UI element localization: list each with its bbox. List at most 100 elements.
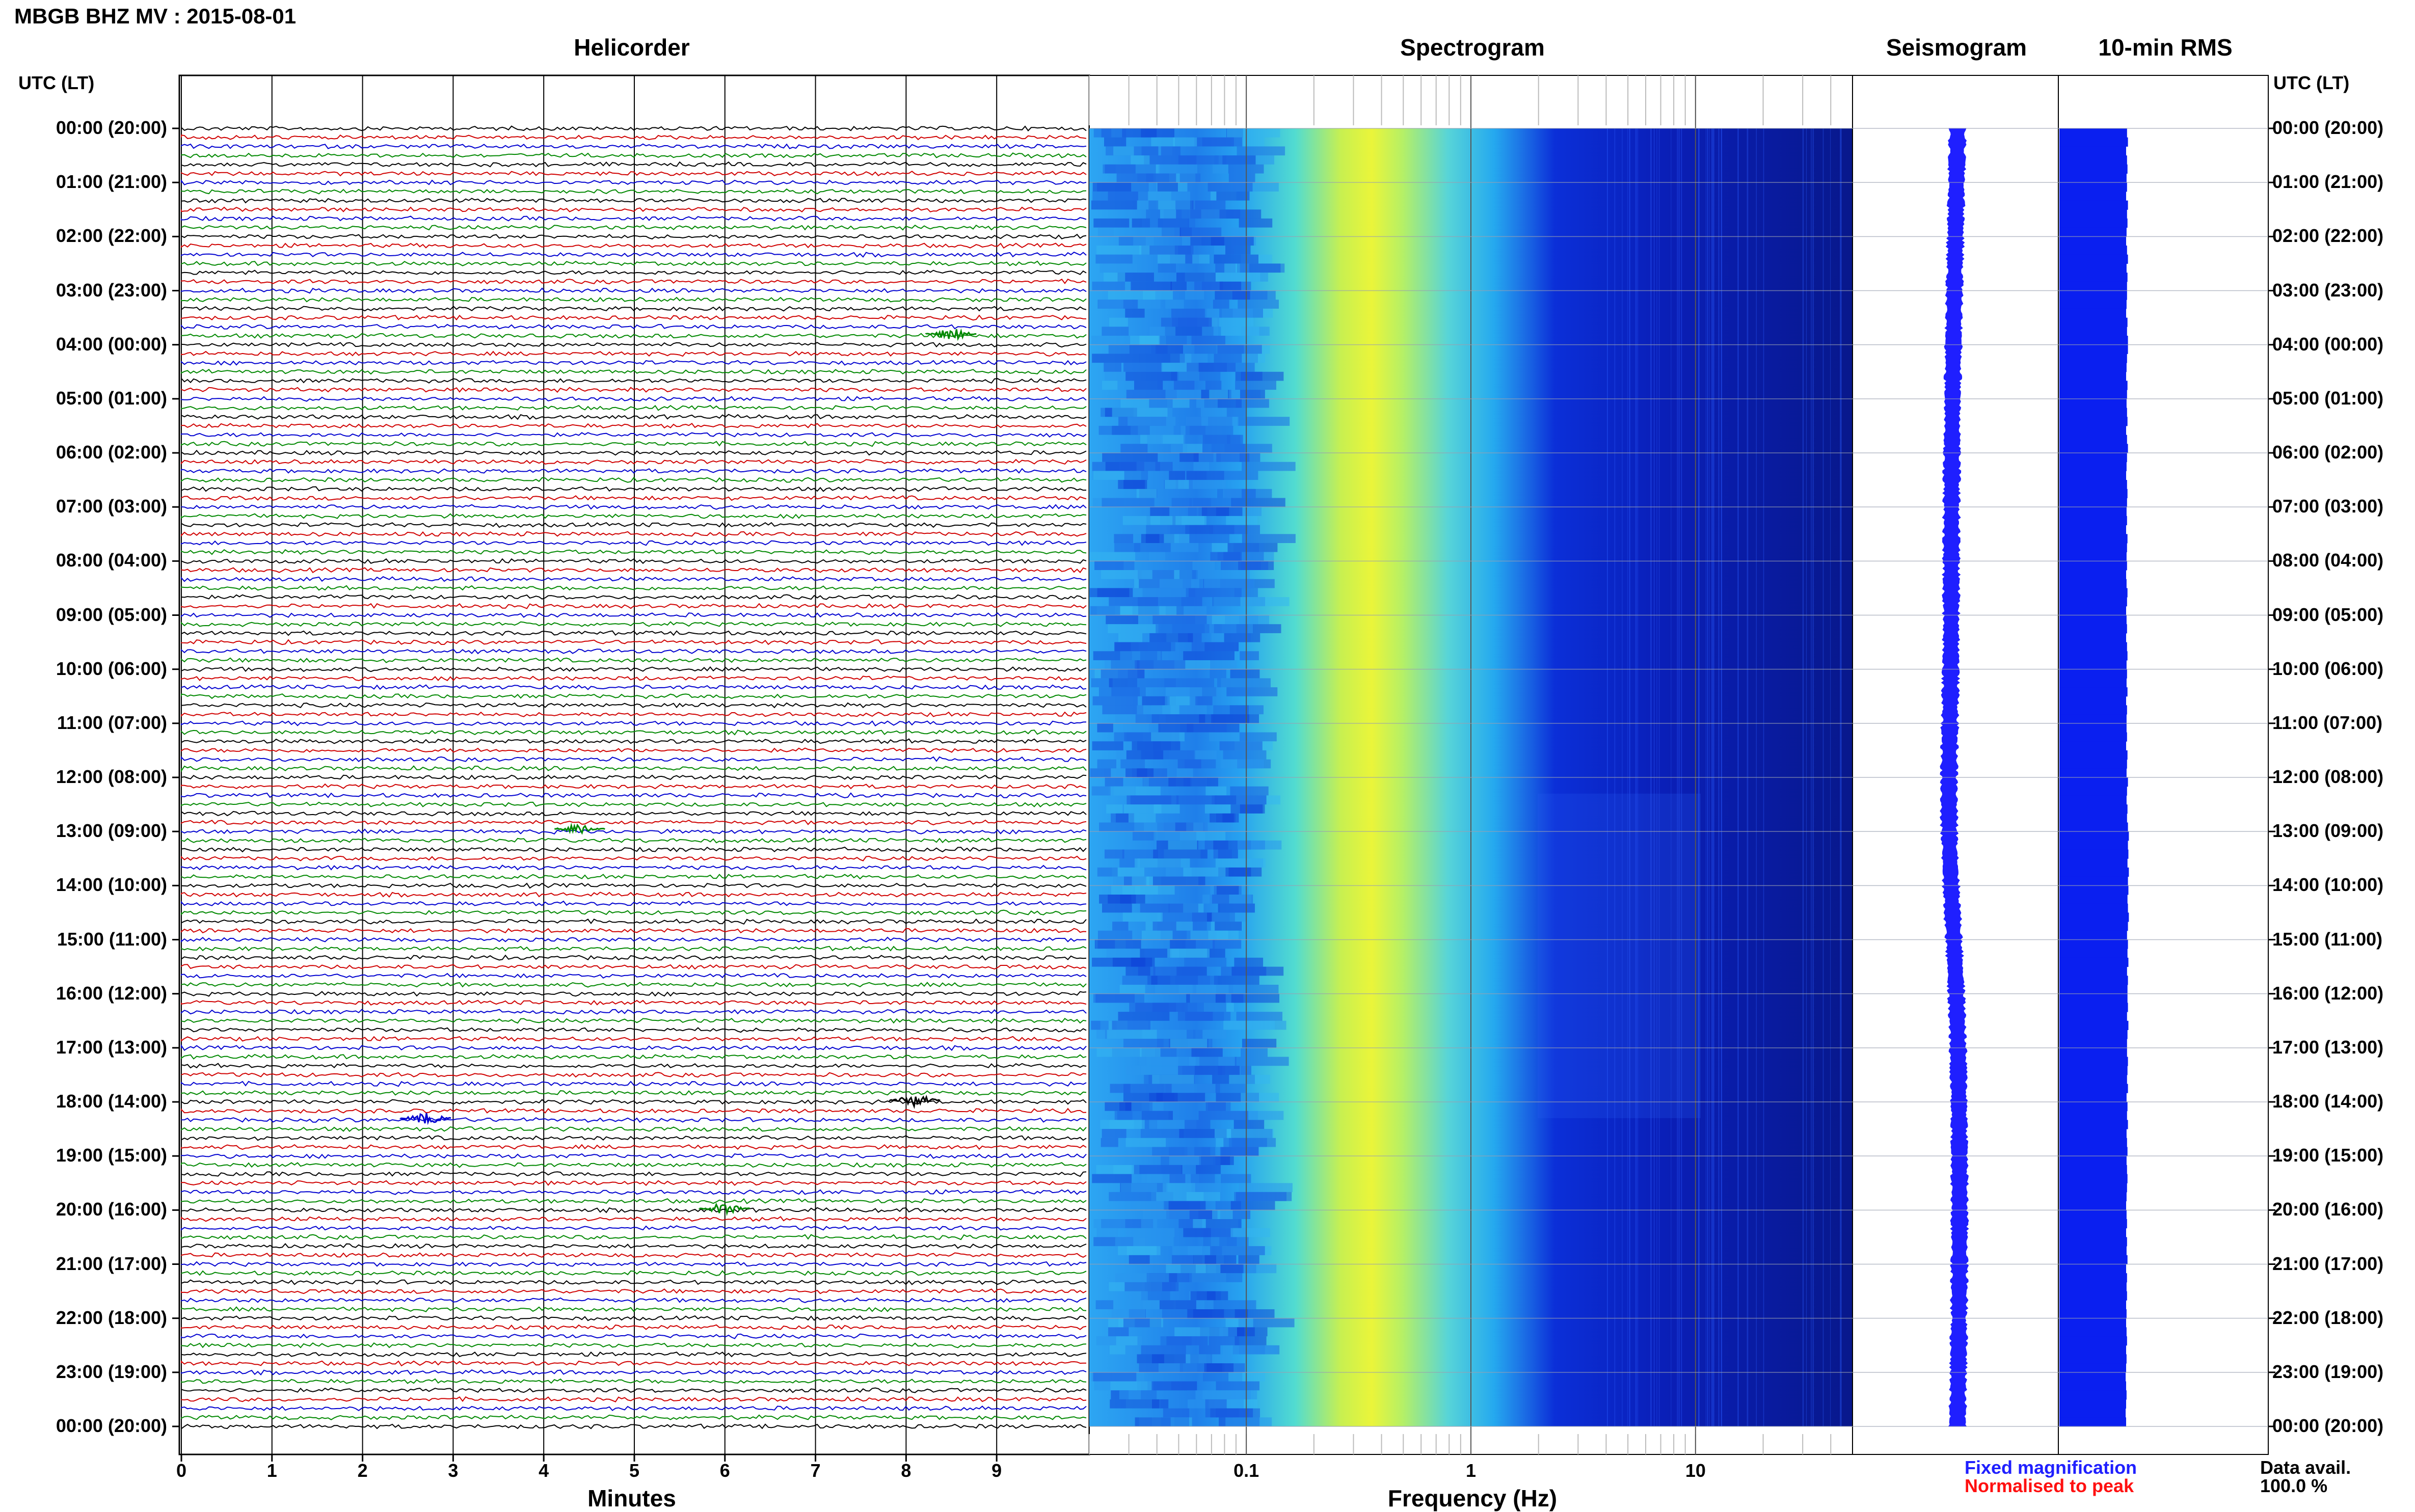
spectrogram-cell <box>1212 895 1229 904</box>
rms-bar <box>2059 1129 2127 1139</box>
helicorder-trace <box>181 1135 1087 1141</box>
helicorder-trace <box>181 964 1087 970</box>
time-label-left: 15:00 (11:00) <box>57 928 167 950</box>
spectrogram-cell <box>1152 615 1207 625</box>
rms-bar <box>2059 254 2128 264</box>
spectrogram-cell <box>1125 1138 1166 1147</box>
time-label-right: 23:00 (19:00) <box>2272 1361 2384 1382</box>
helicorder-title: Helicorder <box>574 34 690 61</box>
spectrogram-cell <box>1198 1111 1248 1120</box>
rms-bar <box>2059 1336 2127 1346</box>
helicorder-trace <box>181 765 1087 773</box>
spectrogram-cell <box>1169 471 1186 480</box>
spectrogram-cell <box>1170 949 1208 958</box>
spectrogram-cell <box>1210 552 1241 561</box>
helicorder-trace <box>181 900 1087 906</box>
helicorder-trace <box>181 360 1087 366</box>
helicorder-trace <box>181 1315 1087 1321</box>
rms-bar <box>2059 759 2127 769</box>
spectrogram-cell <box>1138 191 1190 201</box>
spectrogram-cell <box>1236 398 1269 408</box>
rms-bar <box>2059 1084 2128 1093</box>
rms-bar <box>2059 1138 2127 1147</box>
rms-bar <box>2059 344 2128 354</box>
rms-bar <box>2059 173 2127 183</box>
rms-bar <box>2059 1399 2126 1409</box>
rms-bar <box>2059 561 2127 571</box>
rms-bar <box>2059 912 2129 922</box>
spectrogram-cell <box>1184 957 1227 967</box>
spectrogram-cell <box>1212 317 1254 327</box>
helicorder-trace <box>181 1180 1087 1186</box>
helicorder-trace <box>181 909 1087 915</box>
spectrogram-cell <box>1215 922 1242 931</box>
rms-bar <box>2059 354 2127 363</box>
minute-tick-label: 9 <box>991 1460 1002 1481</box>
rms-bar <box>2059 164 2128 174</box>
time-label-right: 10:00 (06:00) <box>2272 658 2384 679</box>
spectrogram-cell <box>1101 669 1145 679</box>
spectrogram-cell <box>1158 164 1197 174</box>
spectrogram-cell <box>1142 218 1195 228</box>
helicorder-trace <box>181 954 1087 961</box>
rms-bar <box>2059 1047 2127 1057</box>
time-label-left: 21:00 (17:00) <box>56 1253 167 1274</box>
time-label-right: 03:00 (23:00) <box>2272 279 2384 301</box>
spectrogram-cell <box>1222 813 1239 823</box>
spectrogram-cell <box>1240 651 1259 660</box>
spectrogram-cell <box>1223 750 1267 760</box>
spectrogram-cell <box>1230 1201 1275 1210</box>
spectrogram-cell <box>1130 795 1171 805</box>
rms-bar <box>2059 1012 2127 1021</box>
spectrogram-cell <box>1191 1047 1223 1057</box>
spectrogram-cell <box>1129 1255 1150 1264</box>
rms-bar <box>2059 1165 2127 1175</box>
spectrogram-cell <box>1239 1183 1293 1192</box>
helicorder-trace <box>181 1044 1087 1051</box>
minute-tick-label: 1 <box>266 1460 277 1481</box>
helicorder-trace <box>181 387 1087 393</box>
time-label-right: 00:00 (20:00) <box>2272 1415 2384 1436</box>
spectrogram-cell <box>1125 966 1150 976</box>
spectrogram-cell <box>1140 1066 1183 1075</box>
helicorder-trace <box>181 1387 1087 1393</box>
spectrogram-cell <box>1126 750 1164 760</box>
helicorder-trace <box>181 1378 1087 1384</box>
spectrogram-cell <box>1233 1120 1265 1129</box>
spectrogram-cell <box>1112 408 1168 417</box>
spectrogram-cell <box>1160 1300 1196 1309</box>
spectrogram-cell <box>1184 1003 1226 1012</box>
spectrogram-cell <box>1166 1264 1221 1274</box>
rms-bar <box>2059 1273 2127 1283</box>
spectrogram-cell <box>1224 633 1260 642</box>
spectrogram-cell <box>1108 344 1156 354</box>
rms-bar <box>2059 290 2127 300</box>
spectrogram-cell <box>1152 1074 1194 1084</box>
spectrogram-cell <box>1097 759 1116 769</box>
spectrogram-cell <box>1159 336 1187 345</box>
helicorder-trace <box>181 1072 1087 1078</box>
spectrogram-cell <box>1179 354 1208 363</box>
helicorder-trace <box>181 585 1087 591</box>
helicorder-trace <box>181 838 1087 844</box>
spectrogram-cell <box>1155 985 1193 994</box>
spectrogram-cell <box>1092 1174 1132 1183</box>
spectrogram-cell <box>1221 327 1259 336</box>
rms-bar <box>2059 606 2126 615</box>
helicorder-trace <box>181 1054 1087 1060</box>
spectrogram-cell <box>1134 822 1175 832</box>
spectrogram-cell <box>1232 1138 1276 1147</box>
seismic-event <box>925 328 977 341</box>
spectrogram-cell <box>1199 714 1249 723</box>
spectrogram-cell <box>1141 1345 1186 1355</box>
spectrogram-cell <box>1230 804 1265 814</box>
helicorder-trace <box>181 594 1087 600</box>
rms-bar <box>2059 300 2127 309</box>
spectrogram-cell <box>1122 885 1158 895</box>
spectrogram-cell <box>1093 1372 1137 1382</box>
spectrogram-cell <box>1124 1282 1179 1291</box>
spectrogram-cell <box>1171 371 1221 381</box>
spectrogram-cell <box>1234 957 1264 967</box>
rms-bar <box>2059 1093 2127 1102</box>
helicorder-trace <box>181 1162 1087 1168</box>
